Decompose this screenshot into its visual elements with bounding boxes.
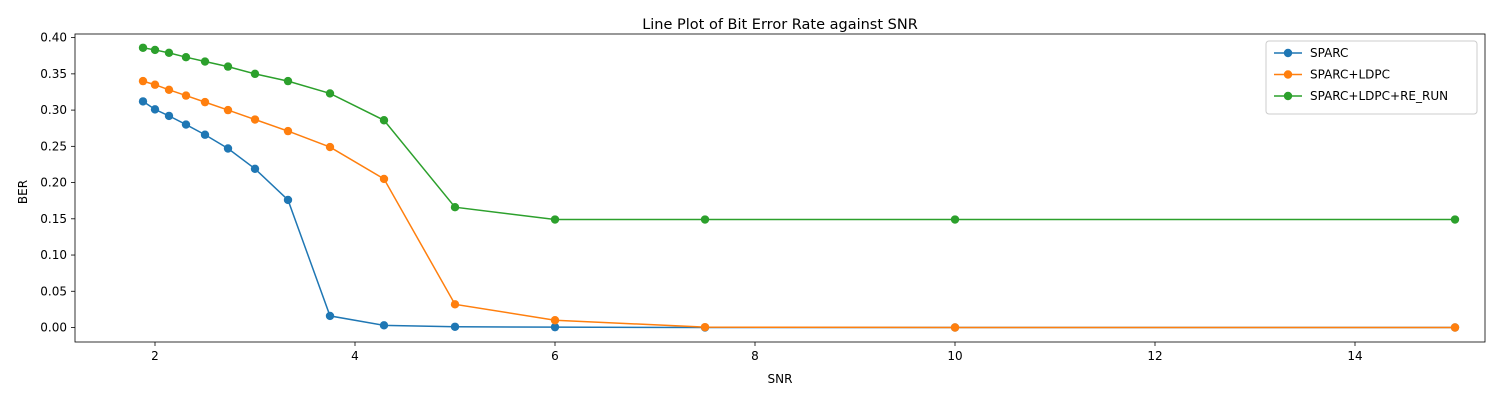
data-point <box>138 76 148 86</box>
y-tick-label: 0.30 <box>40 103 67 117</box>
data-point <box>200 97 210 107</box>
data-point <box>700 322 710 332</box>
data-point <box>950 323 960 332</box>
y-tick-label: 0.25 <box>40 139 67 153</box>
data-point <box>138 97 148 106</box>
y-tick-label: 0.35 <box>40 67 67 81</box>
data-point <box>283 76 293 86</box>
data-point <box>181 52 191 62</box>
data-point <box>450 203 460 212</box>
legend-label: SPARC+LDPC+RE_RUN <box>1310 89 1448 103</box>
series-2 <box>138 76 1460 332</box>
y-tick-label: 0.40 <box>40 31 67 45</box>
data-point <box>550 316 560 325</box>
series-line <box>142 80 1455 329</box>
data-point <box>150 105 160 114</box>
legend-label: SPARC+LDPC <box>1310 68 1390 82</box>
plot-frame <box>74 33 1486 343</box>
data-point <box>250 164 260 173</box>
data-point <box>450 322 460 331</box>
legend-label: SPARC <box>1310 46 1348 60</box>
x-tick-label: 8 <box>751 349 759 363</box>
data-point <box>164 85 174 95</box>
x-axis-title: SNR <box>768 372 793 386</box>
data-point <box>283 126 293 136</box>
data-point <box>1450 323 1460 332</box>
x-tick-label: 12 <box>1147 349 1162 363</box>
x-tick-label: 14 <box>1347 349 1362 363</box>
legend-item: SPARC+LDPC <box>1274 68 1390 82</box>
data-point <box>325 89 335 98</box>
data-point <box>164 111 174 121</box>
series-1 <box>138 97 1460 332</box>
x-axis: 2 4 6 8 10 12 14 <box>151 342 1363 363</box>
legend-item: SPARC+LDPC+RE_RUN <box>1274 89 1448 103</box>
chart-title: Line Plot of Bit Error Rate against SNR <box>642 17 918 33</box>
data-point <box>283 195 293 205</box>
data-point <box>150 80 160 89</box>
series-line <box>142 47 1455 221</box>
x-tick-label: 2 <box>151 349 159 363</box>
y-axis-title: BER <box>16 180 30 204</box>
y-tick-label: 0.15 <box>40 212 67 226</box>
y-tick-label: 0.20 <box>40 176 67 190</box>
data-point <box>250 115 260 124</box>
data-point <box>379 321 389 330</box>
legend-swatch-marker <box>1283 48 1293 58</box>
x-tick-label: 4 <box>351 349 359 363</box>
data-point <box>164 48 174 58</box>
series-line <box>142 100 1455 329</box>
data-point <box>223 62 233 71</box>
data-point <box>200 57 210 66</box>
data-point <box>550 215 560 224</box>
data-point <box>700 215 710 224</box>
y-tick-label: 0.10 <box>40 248 67 262</box>
data-point <box>181 120 191 129</box>
data-point <box>379 174 389 184</box>
y-axis: 0.00 0.05 0.10 0.15 0.20 0.25 0.30 0.35 0.40 <box>40 31 75 335</box>
data-point <box>181 91 191 100</box>
data-point <box>1450 215 1460 224</box>
y-tick-label: 0.00 <box>40 321 67 335</box>
data-point <box>950 215 960 224</box>
data-point <box>223 144 233 153</box>
series-layer <box>138 43 1460 332</box>
data-point <box>325 142 335 152</box>
series-3 <box>138 43 1460 224</box>
x-tick-label: 10 <box>947 349 962 363</box>
data-point <box>150 45 160 55</box>
data-point <box>325 311 335 321</box>
data-point <box>138 43 148 52</box>
x-tick-label: 6 <box>551 349 559 363</box>
data-point <box>250 69 260 79</box>
data-point <box>450 300 460 309</box>
data-point <box>200 130 210 139</box>
legend-swatch-marker <box>1283 70 1293 79</box>
y-tick-label: 0.05 <box>40 284 67 298</box>
data-point <box>223 105 233 115</box>
data-point <box>550 322 560 332</box>
legend-swatch-marker <box>1283 91 1293 101</box>
legend: SPARC SPARC+LDPC SPARC+LDPC+RE_RUN <box>1265 40 1478 115</box>
legend-item: SPARC <box>1274 46 1348 60</box>
data-point <box>379 116 389 125</box>
legend-box <box>1265 40 1478 115</box>
